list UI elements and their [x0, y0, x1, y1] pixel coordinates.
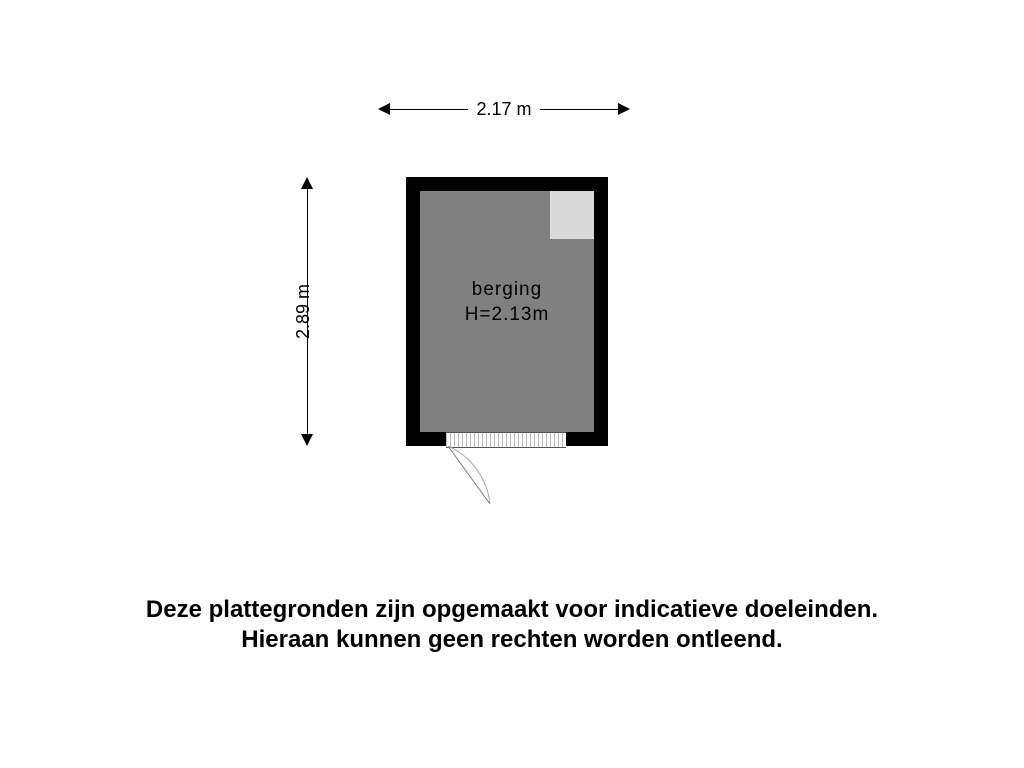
- room-height-label: H=2.13m: [420, 303, 594, 328]
- dimension-top-label: 2.17 m: [468, 99, 539, 120]
- arrow-up-icon: [301, 177, 313, 189]
- room-label-group: berging H=2.13m: [420, 278, 594, 327]
- room-name-label: berging: [420, 278, 594, 303]
- arrow-down-icon: [301, 434, 313, 446]
- arrow-left-icon: [378, 103, 390, 115]
- disclaimer-line-2: Hieraan kunnen geen rechten worden ontle…: [0, 625, 1024, 655]
- dimension-left: 2.89 m: [300, 177, 314, 446]
- dimension-left-label: 2.89 m: [293, 284, 314, 339]
- disclaimer-text: Deze plattegronden zijn opgemaakt voor i…: [0, 595, 1024, 655]
- floorplan-canvas: 2.17 m 2.89 m berging H=2.13m Deze platt…: [0, 0, 1024, 768]
- door-leaf-line: [448, 446, 490, 504]
- door-swing: [446, 446, 566, 510]
- disclaimer-line-1: Deze plattegronden zijn opgemaakt voor i…: [0, 595, 1024, 625]
- dimension-top: 2.17 m: [378, 102, 630, 116]
- door-threshold-hatching: [446, 433, 566, 447]
- dimension-top-line-right: [540, 109, 618, 110]
- room-fixture: [550, 191, 594, 239]
- dimension-top-line-left: [390, 109, 468, 110]
- arrow-right-icon: [618, 103, 630, 115]
